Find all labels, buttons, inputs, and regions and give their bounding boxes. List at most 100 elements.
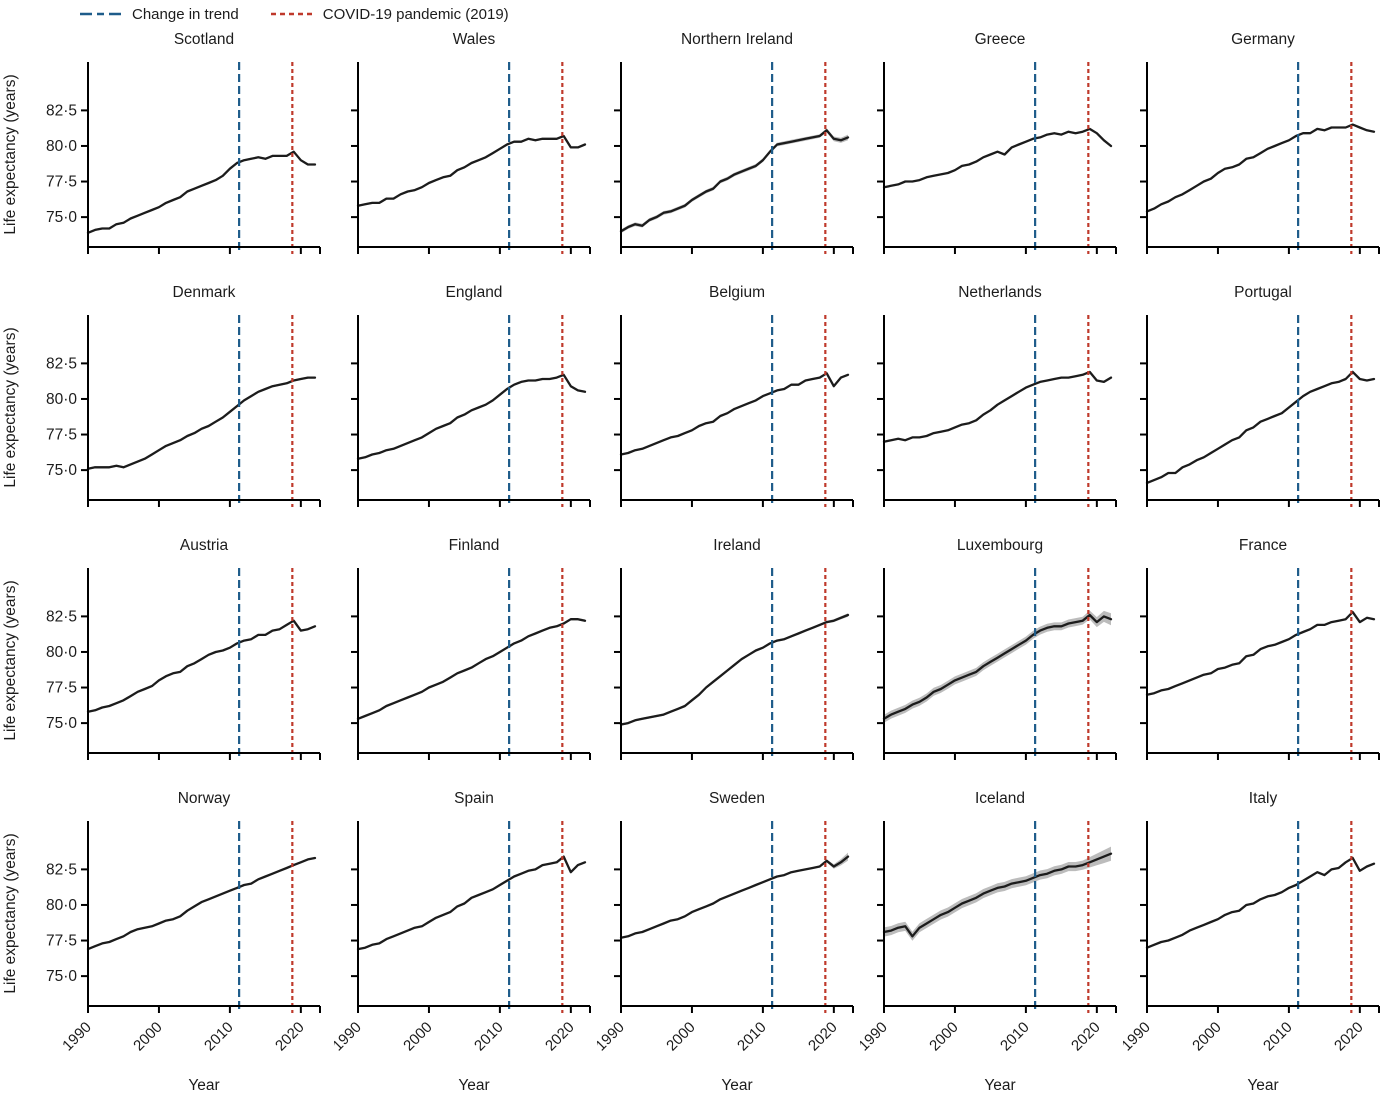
panel-plot <box>614 568 854 760</box>
x-axis-title: Year <box>188 1077 219 1094</box>
country-panel-northern-ireland: Northern Ireland <box>597 28 860 261</box>
confidence-band <box>621 852 848 939</box>
life-expectancy-line <box>356 855 587 951</box>
confidence-band <box>358 135 585 207</box>
country-panel-wales: Wales <box>334 28 597 261</box>
panel-plot <box>877 62 1117 254</box>
panel-row-2: Denmark 82·5 80·0 77·5 75·0 Life expectancy (… <box>0 281 1386 514</box>
panel-title: Iceland <box>975 790 1025 807</box>
x-axis-title: Year <box>1247 1077 1278 1094</box>
y-axis-title: Life expectancy (years) <box>2 580 19 740</box>
life-expectancy-line <box>1145 856 1376 949</box>
confidence-band <box>1147 371 1374 484</box>
confidence-band <box>358 856 585 950</box>
life-expectancy-line <box>1145 370 1376 485</box>
y-axis-title: Life expectancy (years) <box>2 327 19 487</box>
confidence-band <box>358 374 585 460</box>
legend: Change in trend COVID-19 pandemic (2019) <box>78 2 1386 26</box>
change-in-trend-dash-icon <box>80 12 122 16</box>
confidence-band <box>884 846 1111 941</box>
y-axis-title: Life expectancy (years) <box>2 833 19 993</box>
life-expectancy-line <box>882 852 1113 938</box>
life-expectancy-line <box>356 134 587 207</box>
panel-title: Wales <box>452 31 496 48</box>
y-axis-title: Life expectancy (years) <box>2 74 19 234</box>
x-tick-label: 1990 <box>334 1019 365 1055</box>
y-tick-label: 82·5 <box>46 861 77 878</box>
confidence-band <box>884 128 1111 188</box>
panel-plot <box>877 315 1117 507</box>
panel-plot: 1990 2000 2010 2020 Year <box>329 821 591 1094</box>
panel-title: France <box>1238 537 1288 554</box>
panel-title: Denmark <box>172 284 236 301</box>
life-expectancy-line <box>619 372 850 456</box>
country-panel-germany: Germany <box>1123 28 1386 261</box>
panel-row-4: Norway 82·5 80·0 77·5 75·0 1990 2000 2010 2020 Li… <box>0 787 1386 1095</box>
panel-plot: 82·5 80·0 77·5 75·0 1990 2000 2010 2020 Life exp… <box>2 821 321 1094</box>
legend-label-change-in-trend: Change in trend <box>132 5 239 23</box>
life-expectancy-line <box>86 856 317 951</box>
x-tick-label: 1990 <box>860 1019 891 1055</box>
y-tick-label: 82·5 <box>46 102 77 119</box>
country-panel-france: France <box>1123 534 1386 767</box>
y-tick-label: 77·5 <box>46 933 77 950</box>
life-expectancy-line <box>86 619 317 713</box>
y-tick-label: 80·0 <box>46 138 77 155</box>
panel-plot: 82·5 80·0 77·5 75·0 Life expectancy (years) <box>2 315 321 507</box>
panel-plot <box>877 568 1117 760</box>
legend-item-covid-pandemic: COVID-19 pandemic (2019) <box>269 6 509 23</box>
panel-plot <box>614 62 854 254</box>
panel-title: Netherlands <box>958 284 1042 301</box>
y-tick-label: 80·0 <box>46 391 77 408</box>
x-tick-label: 2000 <box>130 1019 166 1055</box>
panel-plot <box>1140 568 1380 760</box>
panel-row-1: Scotland 82·5 80·0 77·5 75·0 Life expectancy … <box>0 28 1386 261</box>
y-tick-label: 77·5 <box>46 680 77 697</box>
country-panel-belgium: Belgium <box>597 281 860 514</box>
panel-plot: 1990 2000 2010 2020 Year <box>592 821 854 1094</box>
confidence-band <box>621 613 848 726</box>
confidence-band <box>1147 124 1374 212</box>
x-tick-label: 2010 <box>734 1019 770 1055</box>
y-tick-label: 75·0 <box>46 968 77 985</box>
life-expectancy-line <box>619 613 850 726</box>
panel-plot: 1990 2000 2010 2020 Year <box>1118 821 1380 1094</box>
country-panel-austria: Austria 82·5 80·0 77·5 75·0 Life expectancy (… <box>0 534 334 767</box>
y-tick-label: 82·5 <box>46 608 77 625</box>
x-tick-label: 1990 <box>59 1019 95 1055</box>
panel-plot <box>1140 315 1380 507</box>
country-panel-scotland: Scotland 82·5 80·0 77·5 75·0 Life expectancy … <box>0 28 334 261</box>
x-tick-label: 2010 <box>1260 1019 1296 1055</box>
life-expectancy-line <box>882 370 1113 443</box>
panel-title: Austria <box>179 537 229 554</box>
panel-title: Ireland <box>713 537 761 554</box>
x-tick-label: 2010 <box>471 1019 507 1055</box>
country-panel-denmark: Denmark 82·5 80·0 77·5 75·0 Life expectancy (… <box>0 281 334 514</box>
y-tick-label: 77·5 <box>46 174 77 191</box>
panel-title: Finland <box>448 537 500 554</box>
x-tick-label: 1990 <box>1123 1019 1154 1055</box>
life-expectancy-line <box>882 613 1113 720</box>
panel-plot <box>1140 62 1380 254</box>
country-panel-portugal: Portugal <box>1123 281 1386 514</box>
life-expectancy-line <box>619 855 850 939</box>
confidence-band <box>884 371 1111 443</box>
x-axis-title: Year <box>721 1077 752 1094</box>
panel-title: Northern Ireland <box>680 31 793 48</box>
legend-item-change-in-trend: Change in trend <box>78 6 239 23</box>
country-panel-netherlands: Netherlands <box>860 281 1123 514</box>
panel-plot <box>351 315 591 507</box>
y-tick-label: 75·0 <box>46 209 77 226</box>
x-tick-label: 2020 <box>272 1019 308 1055</box>
country-panel-england: England <box>334 281 597 514</box>
x-tick-label: 1990 <box>597 1019 628 1055</box>
country-panel-luxembourg: Luxembourg <box>860 534 1123 767</box>
country-panel-norway: Norway 82·5 80·0 77·5 75·0 1990 2000 2010 2020 Li… <box>0 787 334 1095</box>
x-tick-label: 2020 <box>542 1019 578 1055</box>
panel-plot <box>351 568 591 760</box>
x-tick-label: 2000 <box>400 1019 436 1055</box>
confidence-band <box>621 128 848 234</box>
legend-label-covid-pandemic: COVID-19 pandemic (2019) <box>322 5 509 23</box>
panel-title: Belgium <box>709 284 765 301</box>
